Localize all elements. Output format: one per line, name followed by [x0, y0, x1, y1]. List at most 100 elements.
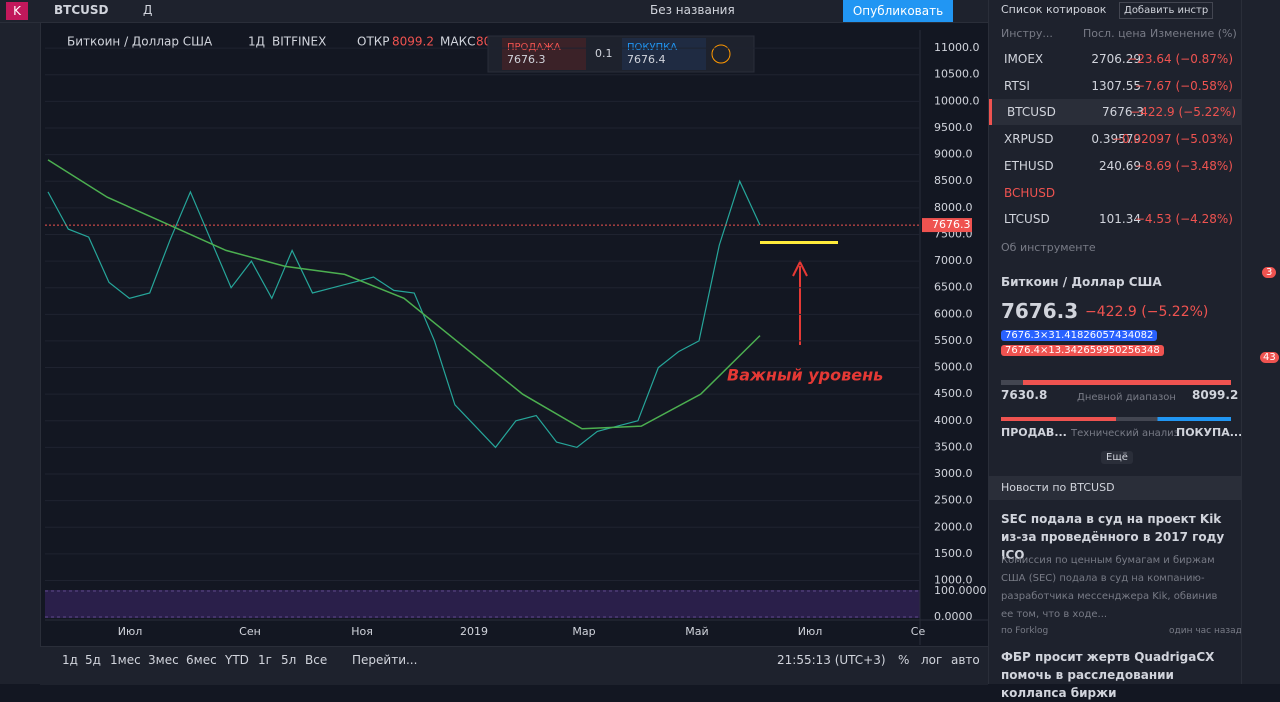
log[interactable]: лог [921, 653, 943, 667]
instrument-change: −422.9 (−5.22%) [1085, 304, 1209, 320]
badge: 43 [1260, 352, 1279, 363]
y-tick-label: 8000.0 [934, 201, 973, 214]
publish-button[interactable]: Опубликовать [843, 0, 953, 22]
more-button[interactable]: Ещё [1101, 451, 1133, 464]
range-bar [1001, 380, 1231, 385]
y-tick-label: 4500.0 [934, 387, 973, 400]
y-tick-label: 2500.0 [934, 494, 973, 507]
y-tick-label: 1500.0 [934, 547, 973, 560]
y-tick-label: 6500.0 [934, 281, 973, 294]
news-time: один час назад [1169, 626, 1242, 636]
range-button[interactable]: 1г [258, 653, 272, 667]
right-panel: Список котировок Добавить инстр Инстру..… [988, 0, 1244, 700]
x-tick-label: Се [911, 625, 926, 638]
news-header: Новости по BTCUSD [1001, 481, 1115, 494]
instrument-name: Биткоин / Доллар США [1001, 275, 1162, 289]
range-label: Дневной диапазон [1077, 392, 1176, 403]
details-header: Об инструменте [1001, 241, 1096, 254]
right-icons: 3 43 [1241, 0, 1280, 684]
change: −23.64 (−0.87%) [1127, 52, 1233, 66]
instrument-price: 7676.3 [1001, 299, 1079, 323]
info-icon[interactable] [711, 44, 731, 64]
watchlist-row[interactable]: LTCUSD 101.34 −4.53 (−4.28%) [989, 206, 1241, 232]
ask-badge: 7676.3×31.41826057434082 [1001, 330, 1158, 341]
price-line [47, 159, 761, 430]
symbol: BTCUSD [1007, 105, 1056, 120]
interval[interactable]: Д [143, 3, 153, 17]
y-tick-label: 10500.0 [934, 68, 980, 81]
legend-open-label: ОТКР [357, 35, 390, 49]
range-button[interactable]: YTD [225, 653, 249, 667]
symbol: IMOEX [1004, 52, 1044, 66]
x-tick-label: Ноя [351, 625, 373, 638]
buy-price: 7676.4 [627, 53, 666, 66]
news-header-bg [989, 476, 1241, 500]
last-price: 2706.29 [1091, 52, 1141, 66]
avatar[interactable]: K [6, 2, 28, 20]
x-tick-label: Май [685, 625, 708, 638]
annotation-text: Важный уровень [727, 366, 883, 385]
watchlist-row[interactable]: XRPUSD 0.39579 −0.02097 (−5.03%) [989, 126, 1241, 152]
layout-name[interactable]: Без названия [650, 3, 735, 17]
percent[interactable]: % [898, 653, 910, 667]
last-price: 0.39579 [1091, 132, 1141, 147]
watchlist-title[interactable]: Список котировок [1001, 3, 1107, 16]
legend-interval: 1Д [248, 35, 265, 49]
symbol: XRPUSD [1004, 132, 1054, 147]
col-header: Посл. цена [1083, 27, 1147, 40]
symbol: RTSI [1004, 78, 1030, 93]
range-button[interactable]: 5л [281, 653, 297, 667]
range-button[interactable]: 1мес [110, 653, 141, 667]
watchlist-row[interactable]: BCHUSD [989, 180, 1241, 206]
change: −0.02097 (−5.03%) [1111, 132, 1233, 147]
left-toolbar [0, 23, 41, 684]
tech-label[interactable]: Технический анализ [1071, 428, 1179, 439]
x-tick-label: Июл [798, 625, 823, 638]
goto[interactable]: Перейти... [352, 653, 418, 667]
clock: 21:55:13 (UTC+3) [777, 653, 886, 667]
y-tick-label: 5500.0 [934, 334, 973, 347]
buy-label: ПОКУПКА [627, 42, 677, 53]
y-tick-label: 1000.0 [934, 574, 973, 587]
buy-box[interactable] [622, 38, 706, 70]
y-tick-label: 3000.0 [934, 467, 973, 480]
watchlist-row[interactable]: ETHUSD 240.69 −8.69 (−3.48%) [989, 153, 1241, 179]
range-button[interactable]: 6мес [186, 653, 217, 667]
last-price: 101.34 [1099, 212, 1141, 227]
range-button[interactable]: 1д [62, 653, 78, 667]
sell-box[interactable] [502, 38, 586, 70]
sell-price: 7676.3 [507, 53, 546, 66]
watchlist-row[interactable]: RTSI 1307.55 −7.67 (−0.58%) [989, 73, 1241, 99]
news-source: по Forklog [1001, 626, 1049, 636]
sell-label: ПРОДАЖА [507, 42, 561, 53]
watchlist-row[interactable]: IMOEX 2706.29 −23.64 (−0.87%) [989, 46, 1241, 72]
news-title[interactable]: ФБР просит жертв QuadrigaCX помочь в рас… [1001, 650, 1215, 700]
col-header: Инстру... [1001, 27, 1053, 40]
news-title[interactable]: SEC подала в суд на проект Kik из-за про… [1001, 512, 1225, 562]
arrow-head [792, 259, 808, 277]
col-header: Изменение (%) [1150, 27, 1237, 40]
symbol: ETHUSD [1004, 158, 1054, 173]
y-tick-label: 9000.0 [934, 148, 973, 161]
last-price: 7676.3 [1102, 105, 1144, 120]
range-high: 8099.2 [1192, 388, 1239, 402]
top-bar: K BTCUSD Д Без названия Опубликовать [0, 0, 988, 23]
rsi-band [45, 590, 920, 618]
symbol[interactable]: BTCUSD [54, 3, 109, 17]
y-tick-label: 4000.0 [934, 414, 973, 427]
watchlist-row[interactable]: BTCUSD 7676.3 −422.9 (−5.22%) [989, 99, 1244, 126]
last-price: 1307.55 [1091, 78, 1141, 93]
range-button[interactable]: 3мес [148, 653, 179, 667]
auto[interactable]: авто [951, 653, 980, 667]
range-low: 7630.8 [1001, 388, 1048, 402]
change: −422.9 (−5.22%) [1130, 105, 1236, 120]
legend-open: 8099.2 [392, 35, 434, 49]
range-button[interactable]: Все [305, 653, 328, 667]
y-tick-label: 9500.0 [934, 121, 973, 134]
rsi-tick-label: 0.0000 [934, 610, 973, 623]
y-tick-label: 6000.0 [934, 307, 973, 320]
last-price-tag [922, 218, 972, 233]
add-symbol[interactable]: Добавить инстр [1119, 2, 1214, 19]
range-button[interactable]: 5д [85, 653, 101, 667]
